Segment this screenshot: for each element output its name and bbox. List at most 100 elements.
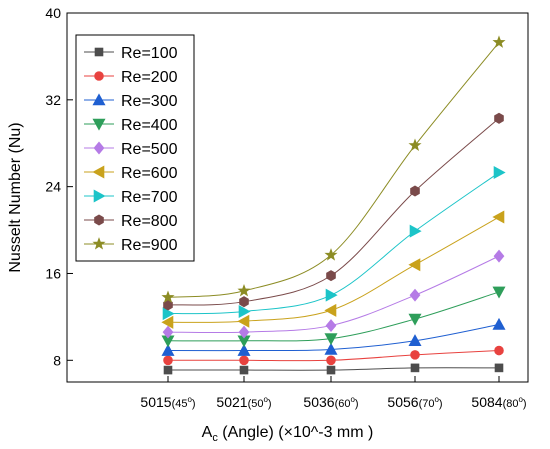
series-line: [167, 41, 500, 298]
data-point: [408, 258, 421, 272]
data-point: [93, 189, 106, 203]
y-tick-label: 32: [45, 92, 61, 108]
series-re-100: [163, 363, 504, 375]
data-point: [409, 224, 422, 238]
data-point: [93, 141, 105, 155]
data-point: [494, 363, 504, 373]
legend-label: Re=800: [121, 213, 178, 230]
data-point: [92, 237, 106, 250]
legend-label: Re=500: [121, 141, 178, 158]
data-point: [161, 290, 175, 303]
data-point: [408, 334, 422, 347]
x-tick-label: 5056(70o): [387, 394, 442, 410]
legend-item: Re=400: [84, 117, 178, 134]
x-axis-label-rest: (Angle) (×10^-3 mm ): [218, 424, 374, 441]
data-point: [410, 185, 420, 197]
legend-label: Re=200: [121, 69, 178, 86]
series-re-800: [163, 112, 504, 311]
x-tick-label: 5021(50o): [216, 394, 271, 410]
data-point: [163, 299, 173, 311]
y-tick-label: 24: [45, 179, 61, 195]
series-re-900: [161, 35, 506, 303]
data-point: [161, 343, 175, 356]
y-axis: 8 16 24 32 40: [45, 5, 73, 368]
legend-item: Re=100: [84, 45, 178, 62]
data-point: [324, 333, 338, 346]
x-axis-label: Ac (Angle) (×10^-3 mm ): [202, 424, 374, 444]
data-point: [408, 138, 422, 151]
y-tick-label: 8: [53, 352, 61, 368]
data-point: [92, 165, 105, 179]
data-point: [492, 35, 506, 48]
legend-item: Re=800: [84, 213, 178, 230]
data-point: [325, 288, 338, 302]
data-point: [162, 325, 174, 339]
data-point: [324, 248, 338, 261]
data-point: [324, 342, 338, 355]
legend-item: Re=200: [84, 69, 178, 86]
data-point: [492, 210, 505, 224]
data-point: [494, 345, 504, 356]
y-tick-label: 16: [45, 265, 61, 281]
plot-frame: [66, 12, 529, 383]
y-axis-label: Nusselt Number (Nu): [7, 122, 24, 272]
data-point: [94, 214, 104, 226]
data-point: [239, 355, 249, 366]
x-axis: 5015(45o) 5021(50o) 5036(60o) 5056(70o) 5084…: [140, 376, 527, 410]
legend-label: Re=900: [121, 237, 178, 254]
data-point: [163, 365, 173, 375]
data-point: [326, 355, 336, 366]
legend-item: Re=500: [84, 141, 178, 158]
data-point: [92, 93, 106, 106]
data-point: [239, 365, 249, 375]
legend-item: Re=600: [84, 165, 178, 182]
data-point: [237, 314, 250, 328]
data-point: [161, 315, 174, 329]
data-point: [238, 304, 251, 318]
data-point: [326, 365, 336, 375]
data-point: [492, 317, 506, 330]
x-tick-label: 5036(60o): [303, 394, 358, 410]
data-point: [237, 283, 251, 297]
data-point: [494, 112, 504, 124]
data-point: [92, 118, 106, 131]
y-tick-label: 40: [45, 5, 61, 21]
data-point: [493, 166, 506, 180]
series-re-600: [161, 210, 505, 329]
x-tick-label: 5084(80o): [471, 394, 526, 410]
data-point: [410, 350, 420, 360]
x-axis-label-main: A: [202, 424, 213, 441]
data-point: [410, 363, 420, 373]
legend-item: Re=300: [84, 93, 178, 110]
x-tick-label: 5015(45o): [140, 394, 195, 410]
data-point: [239, 296, 249, 308]
series-line: [167, 172, 500, 315]
plot-series: [161, 35, 506, 375]
data-point: [162, 307, 175, 321]
legend-label: Re=300: [121, 93, 178, 110]
series-re-500: [162, 249, 505, 339]
data-point: [237, 343, 251, 356]
legend-label: Re=400: [121, 117, 178, 134]
data-point: [493, 249, 505, 263]
x-axis-label-sub: c: [212, 432, 218, 444]
data-point: [94, 71, 104, 81]
legend-label: Re=100: [121, 45, 178, 62]
legend-label: Re=600: [121, 165, 178, 182]
data-point: [163, 355, 173, 366]
data-point: [94, 47, 104, 57]
series-re-200: [163, 345, 504, 366]
legend-item: Re=900: [84, 237, 178, 254]
data-point: [326, 270, 336, 282]
data-point: [409, 288, 421, 302]
legend-item: Re=700: [84, 189, 178, 206]
data-point: [324, 303, 337, 317]
legend: Re=100 Re=200 Re=300 Re=400 Re=500 Re=600 Re=7…: [75, 34, 195, 262]
data-point: [325, 319, 337, 333]
series-re-300: [161, 317, 506, 356]
legend-label: Re=700: [121, 189, 178, 206]
data-point: [408, 313, 422, 326]
data-point: [238, 325, 250, 339]
data-point: [492, 286, 506, 299]
